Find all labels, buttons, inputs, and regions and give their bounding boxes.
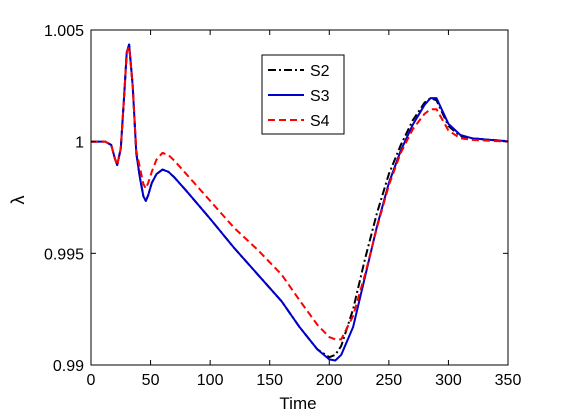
series-line-s4 bbox=[91, 45, 509, 341]
y-tick-label: 1 bbox=[75, 135, 84, 152]
x-tick-label: 0 bbox=[87, 372, 96, 389]
axes-layer: 0 50 100 150 200 250 300 350 0.99 0.995 1 1.005 bbox=[44, 23, 521, 389]
legend-label-s4: S4 bbox=[310, 113, 330, 130]
x-axis-label: Time bbox=[279, 394, 316, 413]
x-tick-label: 100 bbox=[197, 372, 224, 389]
x-tick-label: 250 bbox=[376, 372, 403, 389]
legend-label-s2: S2 bbox=[310, 63, 330, 80]
plot-frame bbox=[90, 29, 509, 366]
x-tick-label: 350 bbox=[495, 372, 522, 389]
y-axis-label: λ bbox=[8, 196, 28, 205]
x-tick-label: 300 bbox=[435, 372, 462, 389]
y-tick-label: 0.99 bbox=[53, 358, 84, 375]
x-tick-label: 200 bbox=[316, 372, 343, 389]
y-tick-label: 1.005 bbox=[44, 23, 84, 40]
y-tick-label: 0.995 bbox=[44, 246, 84, 263]
legend-label-s3: S3 bbox=[310, 88, 330, 105]
series-layer bbox=[91, 43, 509, 362]
legend: S2 S3 S4 bbox=[261, 54, 345, 135]
x-tick-label: 150 bbox=[256, 372, 283, 389]
x-tick-label: 50 bbox=[142, 372, 160, 389]
